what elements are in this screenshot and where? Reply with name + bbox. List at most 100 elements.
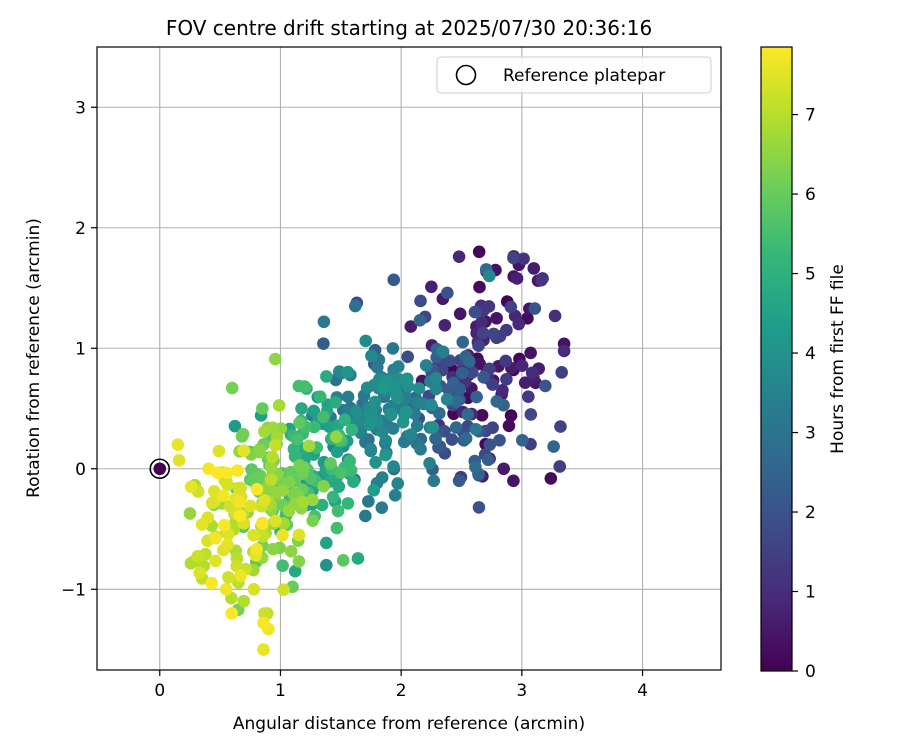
scatter-point — [247, 528, 260, 542]
scatter-point — [522, 390, 535, 404]
scatter-point — [461, 408, 475, 421]
scatter-point — [359, 334, 373, 348]
scatter-point — [329, 396, 342, 409]
scatter-point — [490, 395, 504, 408]
colorbar-label: Hours from first FF file — [828, 264, 848, 454]
scatter-point — [250, 542, 263, 556]
scatter-point — [427, 474, 441, 488]
y-tick-label: −1 — [61, 580, 86, 600]
scatter-point — [257, 616, 270, 630]
legend: Reference platepar — [436, 56, 712, 94]
scatter-point — [459, 432, 473, 445]
scatter-point — [456, 335, 470, 349]
y-tick-label: 1 — [75, 339, 86, 359]
scatter-point — [317, 315, 331, 329]
y-axis: −1 0 1 2 3 — [61, 98, 97, 600]
scatter-point — [228, 419, 242, 433]
scatter-point — [195, 518, 209, 531]
scatter-point — [483, 438, 497, 451]
scatter-point — [452, 250, 466, 263]
scatter-point — [232, 495, 246, 509]
scatter-point — [172, 454, 186, 467]
scatter-point — [256, 402, 269, 415]
scatter-point — [544, 472, 558, 485]
scatter-point — [276, 559, 289, 572]
scatter-point — [411, 395, 424, 409]
scatter-point — [469, 422, 483, 436]
scatter-point — [452, 474, 466, 488]
scatter-point — [362, 495, 375, 508]
scatter-point — [455, 366, 469, 380]
colorbar: 0 1 2 3 4 5 6 7 Hours from first FF file — [760, 46, 848, 682]
scatter-point — [433, 407, 446, 420]
scatter-point — [288, 564, 302, 578]
scatter-point — [269, 514, 282, 528]
scatter-point — [329, 430, 343, 444]
scatter-point — [388, 488, 402, 502]
scatter-point — [507, 474, 520, 488]
scatter-point — [191, 549, 205, 563]
scatter-point — [414, 442, 427, 456]
legend-entry-label: Reference platepar — [503, 66, 665, 86]
scatter-point — [222, 570, 235, 584]
scatter-point — [225, 607, 238, 620]
scatter-point — [266, 450, 279, 464]
grid-lines — [97, 47, 721, 670]
legend-box — [436, 56, 712, 94]
scatter-point — [466, 366, 479, 379]
scatter-point — [379, 448, 392, 462]
scatter-point — [476, 326, 490, 340]
scatter-point — [364, 409, 377, 422]
scatter-point — [497, 462, 510, 476]
scatter-point — [296, 495, 310, 509]
scatter-point — [183, 507, 197, 520]
scatter-point — [244, 499, 257, 513]
colorbar-tick-label: 6 — [805, 185, 816, 205]
scatter-point — [504, 409, 518, 422]
scatter-point — [557, 344, 571, 358]
scatter-point — [330, 521, 344, 535]
scatter-point — [414, 294, 427, 308]
scatter-point — [515, 359, 529, 372]
scatter-point — [507, 251, 520, 265]
scatter-point — [348, 299, 362, 313]
scatter-point — [450, 395, 463, 409]
scatter-point — [317, 480, 330, 493]
scatter-point — [225, 381, 239, 395]
scatter-point — [524, 408, 538, 421]
x-axis: 0 1 2 3 4 — [154, 670, 648, 701]
x-axis-label: Angular distance from reference (arcmin) — [233, 714, 585, 734]
scatter-point — [320, 558, 333, 572]
scatter-point — [375, 471, 389, 484]
scatter-point — [230, 559, 243, 573]
scatter-point — [302, 439, 316, 453]
scatter-point — [347, 475, 360, 488]
scatter-point — [475, 316, 488, 329]
x-tick-label: 0 — [154, 681, 165, 701]
scatter-point — [487, 327, 500, 341]
scatter-point — [266, 542, 280, 556]
scatter-point — [472, 501, 486, 514]
scatter-point — [493, 433, 506, 447]
scatter-point — [269, 352, 282, 366]
scatter-point — [462, 355, 476, 368]
x-tick-label: 2 — [396, 681, 407, 701]
scatter-point — [341, 365, 355, 379]
scatter-point — [264, 473, 278, 486]
scatter-point — [250, 482, 264, 496]
scatter-point — [386, 422, 400, 435]
scatter-point — [500, 372, 513, 386]
scatter-point — [253, 445, 266, 459]
scatter-point — [436, 345, 450, 359]
scatter-point — [554, 420, 567, 433]
scatter-point — [516, 433, 529, 447]
scatter-point — [307, 404, 321, 418]
scatter-point — [368, 395, 382, 409]
scatter-point — [410, 419, 424, 433]
scatter-point — [268, 438, 282, 452]
scatter-point — [320, 536, 333, 550]
scatter-point — [477, 371, 490, 384]
scatter-point — [290, 432, 304, 446]
scatter-point — [320, 370, 333, 383]
colorbar-tick-label: 3 — [805, 424, 816, 444]
